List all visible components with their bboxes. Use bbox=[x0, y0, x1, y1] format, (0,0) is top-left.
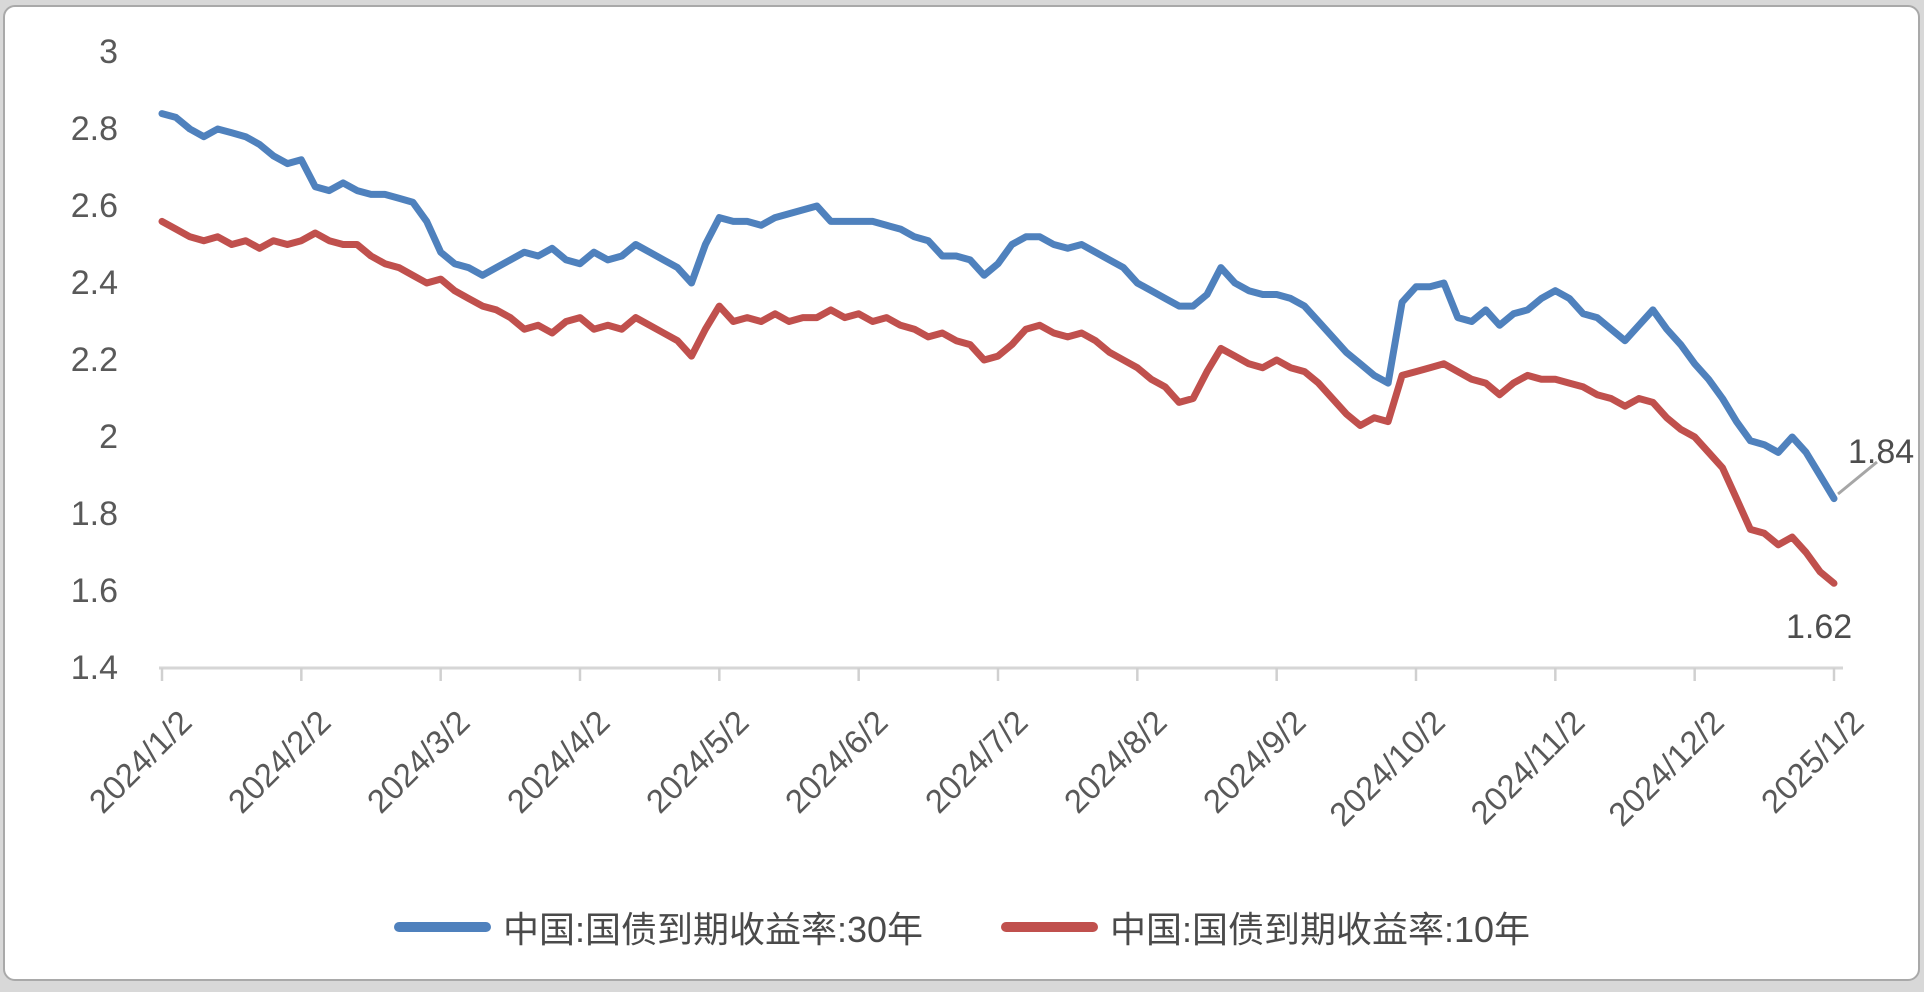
y-axis-label: 2.6 bbox=[70, 187, 118, 225]
legend-item-30y[interactable]: 中国:国债到期收益率:30年 bbox=[393, 901, 923, 953]
y-axis-label: 2 bbox=[99, 418, 118, 456]
data-label-10y-end: 1.62 bbox=[1786, 608, 1853, 646]
legend: 中国:国债到期收益率:30年 中国:国债到期收益率:10年 bbox=[0, 901, 1924, 953]
series-line-30y[interactable] bbox=[158, 110, 1838, 503]
y-axis-label: 2.8 bbox=[70, 110, 118, 148]
leader-line-30y bbox=[1837, 460, 1878, 496]
y-axis-label: 2.2 bbox=[70, 341, 118, 379]
chart-container bbox=[3, 5, 1920, 981]
y-axis-label: 1.4 bbox=[70, 649, 118, 687]
data-label-30y-end: 1.84 bbox=[1848, 433, 1915, 471]
y-axis-label: 1.6 bbox=[70, 572, 118, 610]
legend-item-10y[interactable]: 中国:国债到期收益率:10年 bbox=[1001, 901, 1530, 953]
series-line-10y[interactable] bbox=[158, 217, 1838, 587]
legend-label-30y: 中国:国债到期收益率:30年 bbox=[502, 909, 923, 950]
y-axis-label: 1.8 bbox=[70, 495, 118, 533]
y-axis-label: 2.4 bbox=[70, 264, 118, 302]
legend-swatch-30y-icon bbox=[393, 922, 491, 932]
y-axis-label: 3 bbox=[99, 33, 118, 71]
x-axis-ticks bbox=[160, 668, 1836, 681]
legend-swatch-10y-icon bbox=[1001, 922, 1098, 932]
legend-label-10y: 中国:国债到期收益率:10年 bbox=[1110, 909, 1531, 950]
